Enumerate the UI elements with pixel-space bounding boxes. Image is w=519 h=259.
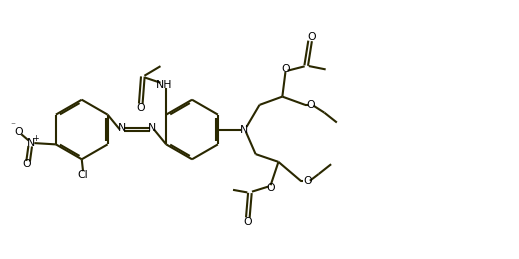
Text: O: O [303, 176, 311, 186]
Text: +: + [33, 134, 39, 143]
Text: Cl: Cl [78, 170, 88, 180]
Text: N: N [118, 123, 126, 133]
Text: O: O [307, 100, 315, 110]
Text: NH: NH [156, 80, 172, 90]
Text: O: O [281, 64, 290, 74]
Text: N: N [148, 123, 156, 133]
Text: N: N [240, 125, 248, 134]
Text: ⁻: ⁻ [10, 121, 16, 130]
Text: O: O [266, 183, 275, 193]
Text: O: O [307, 32, 316, 42]
Text: O: O [243, 217, 252, 227]
Text: O: O [136, 103, 145, 113]
Text: N: N [27, 138, 35, 148]
Text: O: O [22, 159, 31, 169]
Text: O: O [15, 127, 23, 137]
